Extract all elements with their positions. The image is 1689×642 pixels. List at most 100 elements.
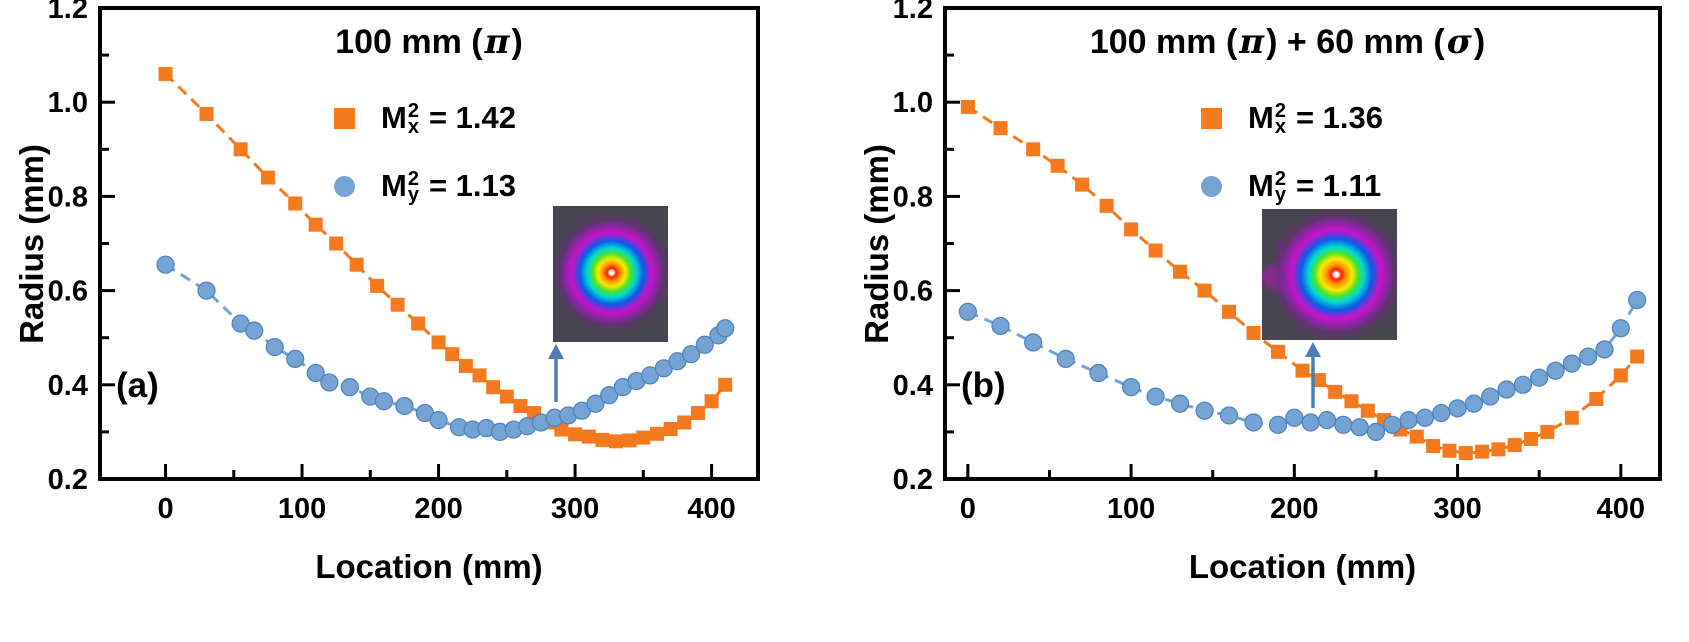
- x-tick-label: 400: [687, 493, 735, 525]
- y-tick-label: 0.2: [48, 464, 88, 496]
- data-point-circle: [1350, 418, 1369, 437]
- data-point-circle: [1195, 401, 1214, 420]
- y-axis-title: Radius (mm): [858, 144, 895, 344]
- data-point-square: [1458, 446, 1473, 461]
- data-point-square: [431, 335, 446, 350]
- data-point-circle: [1546, 361, 1565, 380]
- data-point-circle: [1579, 347, 1598, 366]
- x-tick-label: 200: [414, 493, 462, 525]
- data-point-circle: [245, 321, 264, 340]
- title-text: 100 mm (: [335, 23, 483, 61]
- data-point-square: [690, 406, 705, 421]
- data-point-circle: [716, 319, 735, 338]
- data-point-square: [581, 429, 596, 444]
- y-tick-label: 0.2: [893, 464, 933, 496]
- data-point-square: [390, 297, 405, 312]
- data-point-circle: [1170, 394, 1190, 413]
- data-point-circle: [682, 345, 701, 364]
- data-point-square: [993, 121, 1008, 136]
- data-point-circle: [1334, 415, 1353, 434]
- data-point-square: [1050, 158, 1065, 173]
- data-point-square: [445, 347, 460, 362]
- data-point-circle: [320, 373, 339, 392]
- data-point-square: [1442, 443, 1457, 458]
- legend-sup: 2: [1274, 168, 1286, 190]
- y-tick-label: 1.2: [48, 0, 88, 25]
- x-tick-label: 100: [1107, 493, 1155, 525]
- data-point-square: [1589, 391, 1604, 406]
- legend-sup: 2: [407, 168, 419, 190]
- data-point-square: [1344, 394, 1359, 409]
- title-greek-symbol: π: [484, 22, 510, 62]
- data-point-circle: [1285, 408, 1304, 427]
- data-point-square: [1564, 410, 1579, 425]
- data-point-square: [1540, 424, 1555, 439]
- data-point-square: [472, 368, 487, 383]
- data-point-circle: [600, 386, 619, 405]
- legend-entry-mx2: M 2 x = 1.36: [1201, 99, 1383, 137]
- data-point-circle: [1448, 399, 1467, 418]
- data-point-square: [1295, 363, 1310, 378]
- inset-pointer-arrow-head: [1305, 342, 1321, 357]
- data-point-circle: [1366, 422, 1386, 441]
- data-point-square: [1222, 304, 1237, 319]
- data-point-circle: [1611, 319, 1630, 338]
- data-point-square: [1173, 264, 1188, 279]
- data-point-square: [499, 389, 514, 404]
- plot-border: [98, 6, 760, 481]
- title-greek-symbol: σ: [1446, 22, 1472, 62]
- legend-label-my2: M 2 y = 1.13: [381, 168, 516, 206]
- data-point-square: [1507, 438, 1522, 453]
- legend-sub: x: [407, 116, 419, 138]
- data-point-square: [486, 380, 501, 395]
- legend-value: = 1.11: [1295, 168, 1382, 203]
- data-point-square: [411, 316, 426, 331]
- data-point-square: [622, 433, 637, 448]
- data-point-square: [568, 427, 583, 442]
- legend-entry-mx2: M 2 x = 1.42: [334, 99, 516, 137]
- x-tick-label: 0: [960, 493, 976, 525]
- data-point-square: [704, 394, 719, 409]
- data-point-circle: [1244, 413, 1263, 432]
- data-point-square: [370, 278, 385, 293]
- beam-profile-inset: [1262, 209, 1397, 340]
- x-tick-label: 300: [551, 493, 599, 525]
- title-greek-symbol: π: [1239, 22, 1265, 62]
- data-point-square: [1426, 439, 1441, 454]
- x-tick-label: 400: [1597, 493, 1645, 525]
- data-point-circle: [1464, 394, 1484, 413]
- data-point-circle: [1497, 380, 1516, 399]
- legend-marker-square-icon: [1201, 107, 1222, 129]
- x-tick-label: 300: [1433, 493, 1481, 525]
- data-point-square: [1360, 403, 1375, 418]
- data-point-square: [1271, 344, 1286, 359]
- x-tick-label: 100: [278, 493, 326, 525]
- legend-sub: y: [407, 184, 419, 206]
- y-tick-label: 0.4: [48, 370, 88, 402]
- data-point-square: [199, 106, 214, 121]
- data-point-circle: [1056, 349, 1075, 368]
- data-point-circle: [197, 281, 216, 300]
- data-point-square: [308, 217, 323, 232]
- data-point-square: [718, 377, 733, 392]
- data-point-square: [609, 434, 624, 449]
- data-point-square: [458, 358, 473, 373]
- panel-label: (b): [961, 366, 1006, 405]
- data-point-square: [1630, 349, 1645, 364]
- data-point-square: [1026, 142, 1041, 157]
- x-axis-title: Location (mm): [1188, 548, 1417, 585]
- data-point-circle: [1399, 411, 1418, 430]
- data-point-circle: [695, 335, 714, 354]
- data-point-square: [1148, 243, 1163, 258]
- data-point-circle: [1146, 387, 1165, 406]
- legend-marker-circle-icon: [334, 175, 355, 197]
- data-point-square: [1409, 429, 1424, 444]
- legend-sub: y: [1274, 184, 1286, 206]
- plot-title-b: 100 mm (π) + 60 mm (σ): [930, 22, 1645, 62]
- data-point-square: [288, 196, 303, 211]
- legend-sup: 2: [407, 100, 419, 122]
